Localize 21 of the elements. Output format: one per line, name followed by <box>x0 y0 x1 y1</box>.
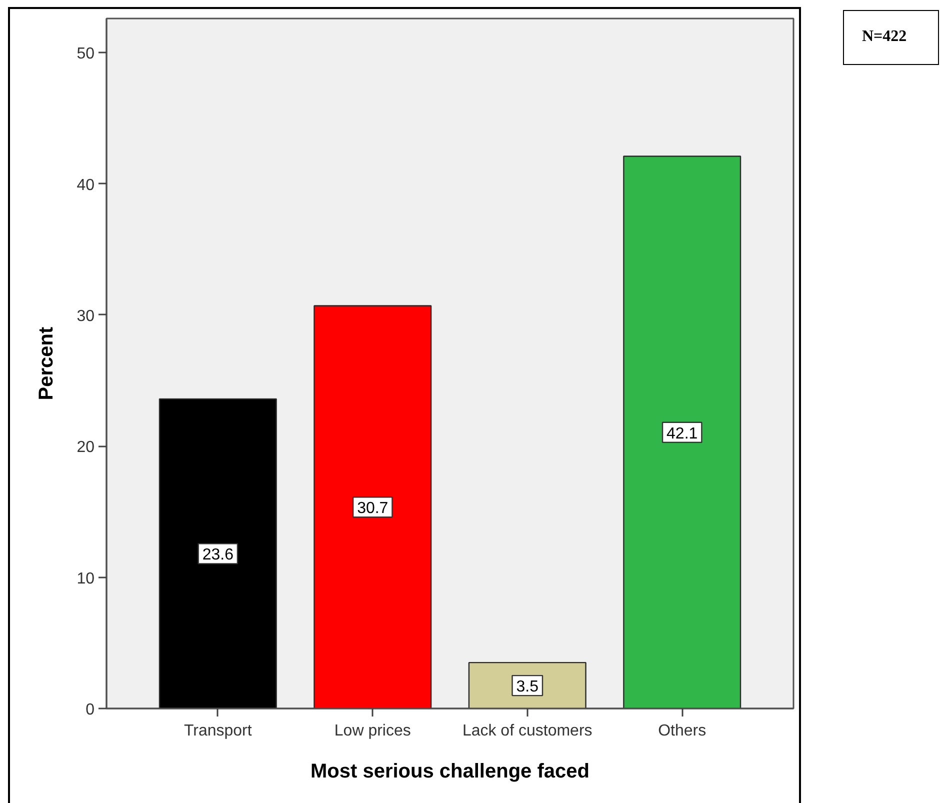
y-axis-title: Percent <box>36 326 58 400</box>
bar <box>314 305 432 708</box>
y-tick-label: 40 <box>76 176 95 194</box>
y-tick-label: 10 <box>76 570 95 588</box>
data-label: 23.6 <box>202 546 234 564</box>
data-label: 42.1 <box>666 425 698 442</box>
x-tick-label: Lack of customers <box>462 722 592 740</box>
data-label: 3.5 <box>516 678 539 696</box>
y-tick-label: 0 <box>86 702 95 718</box>
text: N=422 <box>862 27 907 47</box>
bar <box>623 156 742 708</box>
y-tick-label: 30 <box>76 308 95 325</box>
bar <box>158 398 277 708</box>
y-tick-label: 50 <box>76 46 95 63</box>
bar <box>468 662 586 708</box>
data-label: 30.7 <box>357 500 388 518</box>
y-tick-label: 20 <box>76 439 95 456</box>
x-axis-title: Most serious challenge faced <box>310 760 590 782</box>
x-tick-label: Transport <box>184 722 252 740</box>
x-tick-label: Low prices <box>334 722 411 740</box>
x-tick-label: Others <box>658 722 706 740</box>
